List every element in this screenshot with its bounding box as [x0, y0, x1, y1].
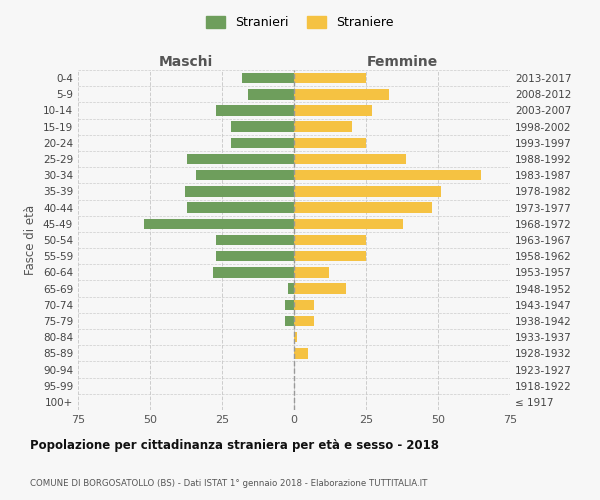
Bar [294, 267, 329, 278]
Bar [187, 154, 294, 164]
Bar [185, 186, 294, 196]
Bar [286, 316, 294, 326]
Bar [294, 154, 406, 164]
Text: Popolazione per cittadinanza straniera per età e sesso - 2018: Popolazione per cittadinanza straniera p… [30, 440, 439, 452]
Bar [216, 251, 294, 262]
Bar [286, 300, 294, 310]
Bar [294, 73, 366, 84]
Bar [294, 186, 441, 196]
Bar [288, 284, 294, 294]
Text: Femmine: Femmine [367, 55, 437, 69]
Bar [294, 170, 481, 180]
Bar [294, 202, 432, 213]
Bar [294, 300, 314, 310]
Bar [294, 284, 346, 294]
Bar [216, 105, 294, 116]
Bar [230, 122, 294, 132]
Text: COMUNE DI BORGOSATOLLO (BS) - Dati ISTAT 1° gennaio 2018 - Elaborazione TUTTITAL: COMUNE DI BORGOSATOLLO (BS) - Dati ISTAT… [30, 478, 427, 488]
Bar [187, 202, 294, 213]
Bar [294, 348, 308, 358]
Bar [294, 122, 352, 132]
Bar [248, 89, 294, 100]
Legend: Stranieri, Straniere: Stranieri, Straniere [202, 11, 398, 34]
Bar [294, 316, 314, 326]
Bar [216, 234, 294, 246]
Bar [294, 234, 366, 246]
Text: Maschi: Maschi [159, 55, 213, 69]
Bar [294, 332, 297, 342]
Bar [294, 89, 389, 100]
Bar [294, 218, 403, 229]
Bar [242, 73, 294, 84]
Bar [294, 105, 372, 116]
Bar [196, 170, 294, 180]
Y-axis label: Fasce di età: Fasce di età [25, 205, 37, 275]
Bar [144, 218, 294, 229]
Bar [294, 251, 366, 262]
Bar [294, 138, 366, 148]
Bar [230, 138, 294, 148]
Bar [214, 267, 294, 278]
